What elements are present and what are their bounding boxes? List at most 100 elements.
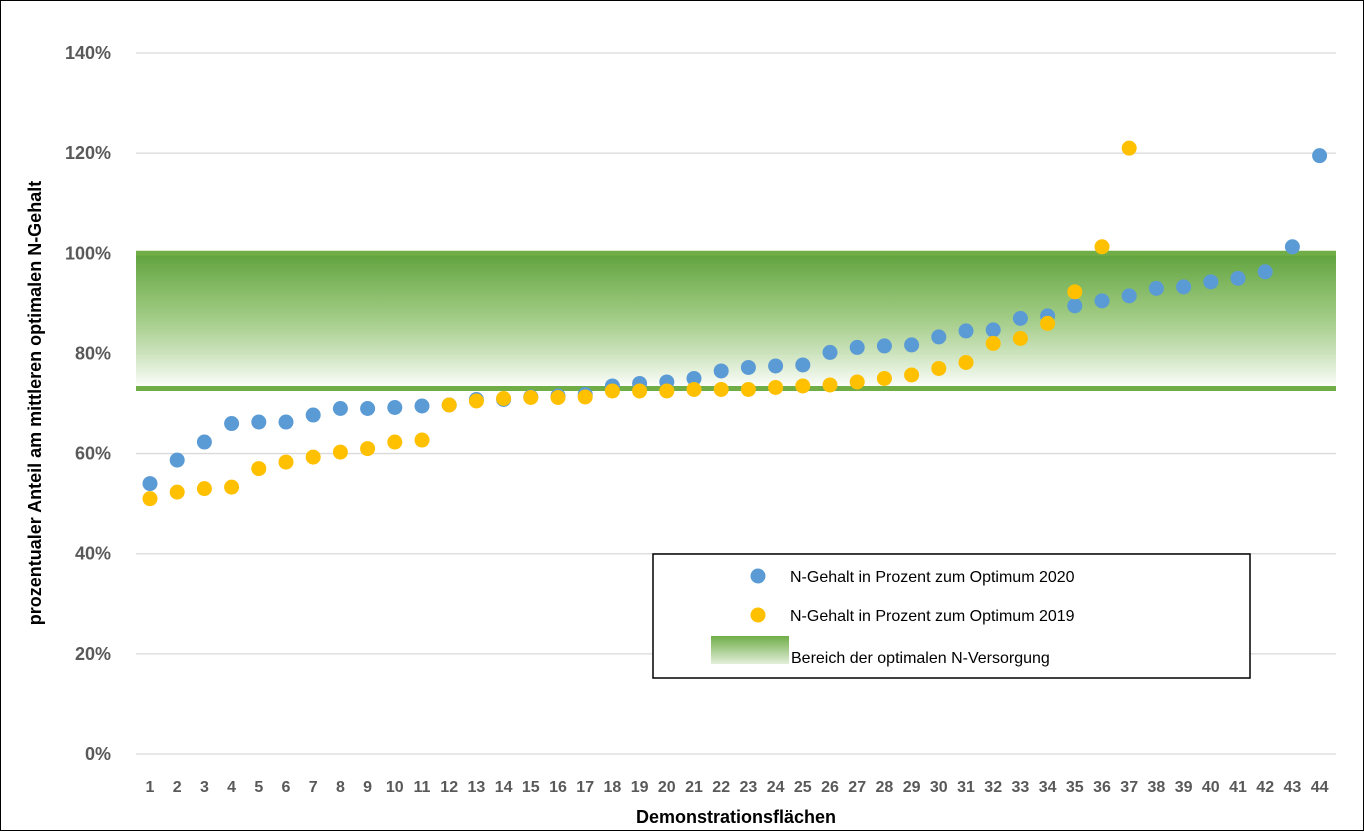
point-series-1	[931, 360, 947, 376]
point-series-1	[305, 449, 321, 465]
point-series-0	[169, 452, 185, 468]
point-series-1	[686, 381, 702, 397]
point-series-1	[904, 367, 920, 383]
x-tick-label: 25	[794, 779, 812, 796]
point-series-0	[1094, 293, 1110, 309]
point-series-0	[196, 434, 212, 450]
point-series-0	[251, 414, 267, 430]
point-series-1	[169, 484, 185, 500]
point-series-1	[278, 454, 294, 470]
point-series-0	[740, 359, 756, 375]
point-series-0	[795, 357, 811, 373]
x-tick-label: 7	[309, 779, 318, 796]
point-series-1	[822, 377, 838, 393]
point-series-1	[1094, 239, 1110, 255]
point-series-1	[768, 379, 784, 395]
point-series-1	[1040, 315, 1056, 331]
x-tick-label: 9	[363, 779, 372, 796]
x-tick-label: 15	[522, 779, 540, 796]
y-tick-label: 20%	[75, 644, 111, 664]
point-series-1	[740, 381, 756, 397]
point-series-1	[958, 354, 974, 370]
y-tick-label: 100%	[65, 243, 111, 263]
point-series-0	[1312, 148, 1328, 164]
point-series-0	[1230, 270, 1246, 286]
point-series-1	[332, 444, 348, 460]
point-series-1	[1067, 284, 1083, 300]
x-tick-label: 2	[173, 779, 182, 796]
x-tick-label: 13	[468, 779, 486, 796]
point-series-1	[496, 390, 512, 406]
x-axis-title: Demonstrationsflächen	[636, 807, 836, 827]
x-tick-label: 1	[146, 779, 155, 796]
x-tick-label: 16	[549, 779, 567, 796]
x-tick-label: 30	[930, 779, 948, 796]
point-series-0	[1121, 288, 1137, 304]
y-tick-label: 120%	[65, 143, 111, 163]
point-series-0	[305, 407, 321, 423]
point-series-0	[849, 339, 865, 355]
y-axis-title: prozentualer Anteil am mittleren optimal…	[25, 181, 45, 625]
x-tick-label: 36	[1093, 779, 1111, 796]
point-series-1	[468, 393, 484, 409]
legend-label-2020: N-Gehalt in Prozent zum Optimum 2020	[790, 569, 1075, 586]
x-tick-label: 34	[1039, 779, 1057, 796]
legend-label-2019: N-Gehalt in Prozent zum Optimum 2019	[790, 608, 1075, 625]
x-tick-label: 43	[1284, 779, 1302, 796]
x-tick-label: 44	[1311, 779, 1329, 796]
x-tick-label: 18	[604, 779, 622, 796]
x-tick-label: 17	[576, 779, 594, 796]
x-tick-label: 37	[1120, 779, 1138, 796]
point-series-0	[985, 322, 1001, 338]
legend-marker-2019	[750, 607, 766, 623]
point-series-0	[1257, 264, 1273, 280]
x-tick-label: 22	[712, 779, 730, 796]
point-series-0	[686, 370, 702, 386]
point-series-1	[224, 479, 240, 495]
x-tick-label: 21	[685, 779, 703, 796]
x-tick-label: 19	[631, 779, 649, 796]
optimal-band	[136, 253, 1336, 389]
y-tick-label: 0%	[85, 744, 111, 764]
point-series-0	[1284, 239, 1300, 255]
x-tick-label: 24	[767, 779, 785, 796]
point-series-1	[795, 378, 811, 394]
legend: N-Gehalt in Prozent zum Optimum 2020 N-G…	[652, 553, 1251, 679]
point-series-1	[604, 383, 620, 399]
point-series-1	[360, 441, 376, 457]
x-tick-label: 33	[1012, 779, 1030, 796]
x-tick-label: 31	[957, 779, 975, 796]
legend-label-band: Bereich der optimalen N-Versorgung	[791, 650, 1050, 667]
point-series-1	[1012, 330, 1028, 346]
point-series-0	[1067, 298, 1083, 314]
point-series-1	[196, 481, 212, 497]
point-series-0	[414, 398, 430, 414]
point-series-0	[904, 337, 920, 353]
point-series-0	[387, 400, 403, 416]
x-tick-label: 20	[658, 779, 676, 796]
point-series-0	[360, 401, 376, 417]
point-series-0	[1176, 279, 1192, 295]
x-tick-label: 38	[1148, 779, 1166, 796]
point-series-1	[849, 374, 865, 390]
x-tick-label: 6	[282, 779, 291, 796]
x-tick-label: 4	[227, 779, 236, 796]
y-tick-label: 80%	[75, 343, 111, 363]
x-tick-label: 23	[740, 779, 758, 796]
point-series-1	[550, 389, 566, 405]
point-series-0	[876, 338, 892, 354]
y-tick-label: 40%	[75, 544, 111, 564]
x-tick-label: 41	[1229, 779, 1247, 796]
point-series-0	[713, 363, 729, 379]
point-series-0	[332, 401, 348, 417]
point-series-0	[768, 358, 784, 374]
point-series-1	[251, 461, 267, 477]
x-tick-label: 28	[876, 779, 894, 796]
x-tick-label: 3	[200, 779, 209, 796]
point-series-0	[224, 416, 240, 432]
x-tick-label: 26	[821, 779, 839, 796]
point-series-1	[577, 389, 593, 405]
point-series-0	[1148, 280, 1164, 296]
x-tick-label: 5	[254, 779, 263, 796]
